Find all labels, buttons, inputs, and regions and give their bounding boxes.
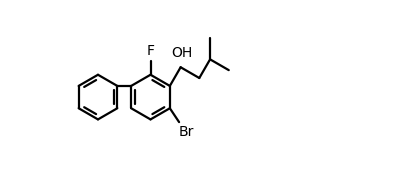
Text: F: F (147, 44, 154, 58)
Text: Br: Br (179, 125, 195, 139)
Text: OH: OH (171, 46, 193, 60)
